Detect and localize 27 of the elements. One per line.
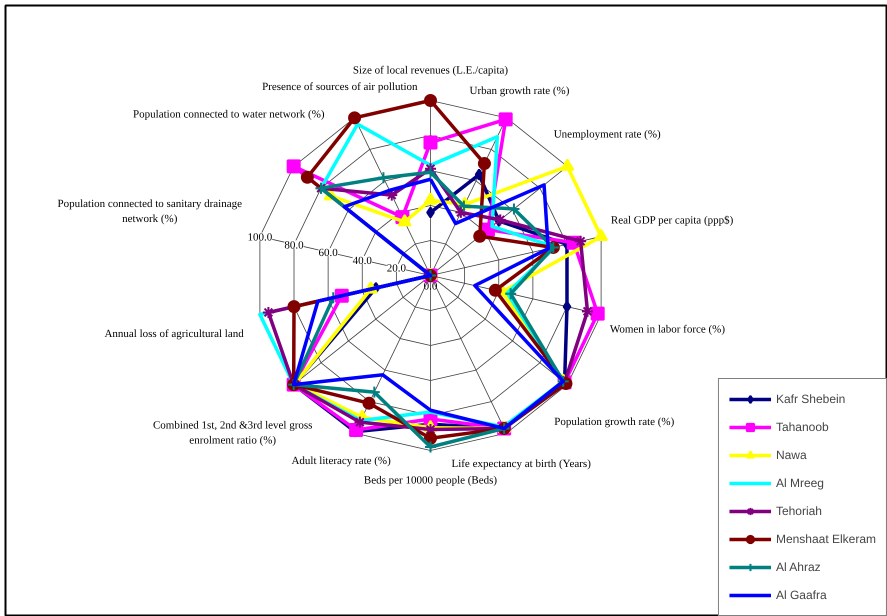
y-tick-label: 100.0	[248, 232, 273, 244]
legend-label: Nawa	[776, 447, 807, 464]
spoke-label: Size of local revenues (L.E./capita)	[352, 64, 508, 76]
spoke-label: Combined 1st, 2nd &3rd level gross enrolment ratio (%)	[152, 420, 312, 447]
legend-label: Al Gaafra	[776, 587, 827, 604]
legend-label: Tehoriah	[776, 503, 822, 520]
y-tick-label: 20.0	[386, 262, 407, 275]
legend-label: Al Ahraz	[776, 559, 821, 576]
spoke-label: Beds per 10000 people (Beds)	[364, 474, 498, 486]
legend-label: Tahanoob	[776, 419, 829, 436]
spoke-label: Real GDP per capita (ppp$)	[610, 214, 734, 226]
spoke-label: Adult literacy rate (%)	[291, 455, 392, 468]
spoke-label: Unemployment rate (%)	[554, 128, 661, 141]
spoke-label: Life expectancy at birth (Years)	[451, 458, 592, 470]
y-tick-label: 80.0	[284, 239, 304, 252]
spoke-label: Annual loss of agricultural land	[104, 328, 244, 340]
spoke-label: Population connected to water network (%)	[133, 108, 325, 121]
spoke-label: Population connected to sanitary drainage network (%)	[57, 198, 242, 225]
spoke-label: Urban growth rate (%)	[470, 84, 570, 97]
y-tick-label: 60.0	[318, 247, 338, 260]
legend-label: Menshaat Elkeram	[776, 531, 876, 548]
legend-label: Kafr Shebein	[776, 391, 846, 408]
legend-label: Al Mreeg	[776, 475, 824, 492]
y-tick-label: 40.0	[352, 254, 372, 267]
spoke-label: Women in labor force (%)	[610, 324, 726, 336]
spoke-label: Presence of sources of air pollution	[262, 81, 418, 94]
spoke-label: Population growth rate (%)	[554, 416, 675, 428]
